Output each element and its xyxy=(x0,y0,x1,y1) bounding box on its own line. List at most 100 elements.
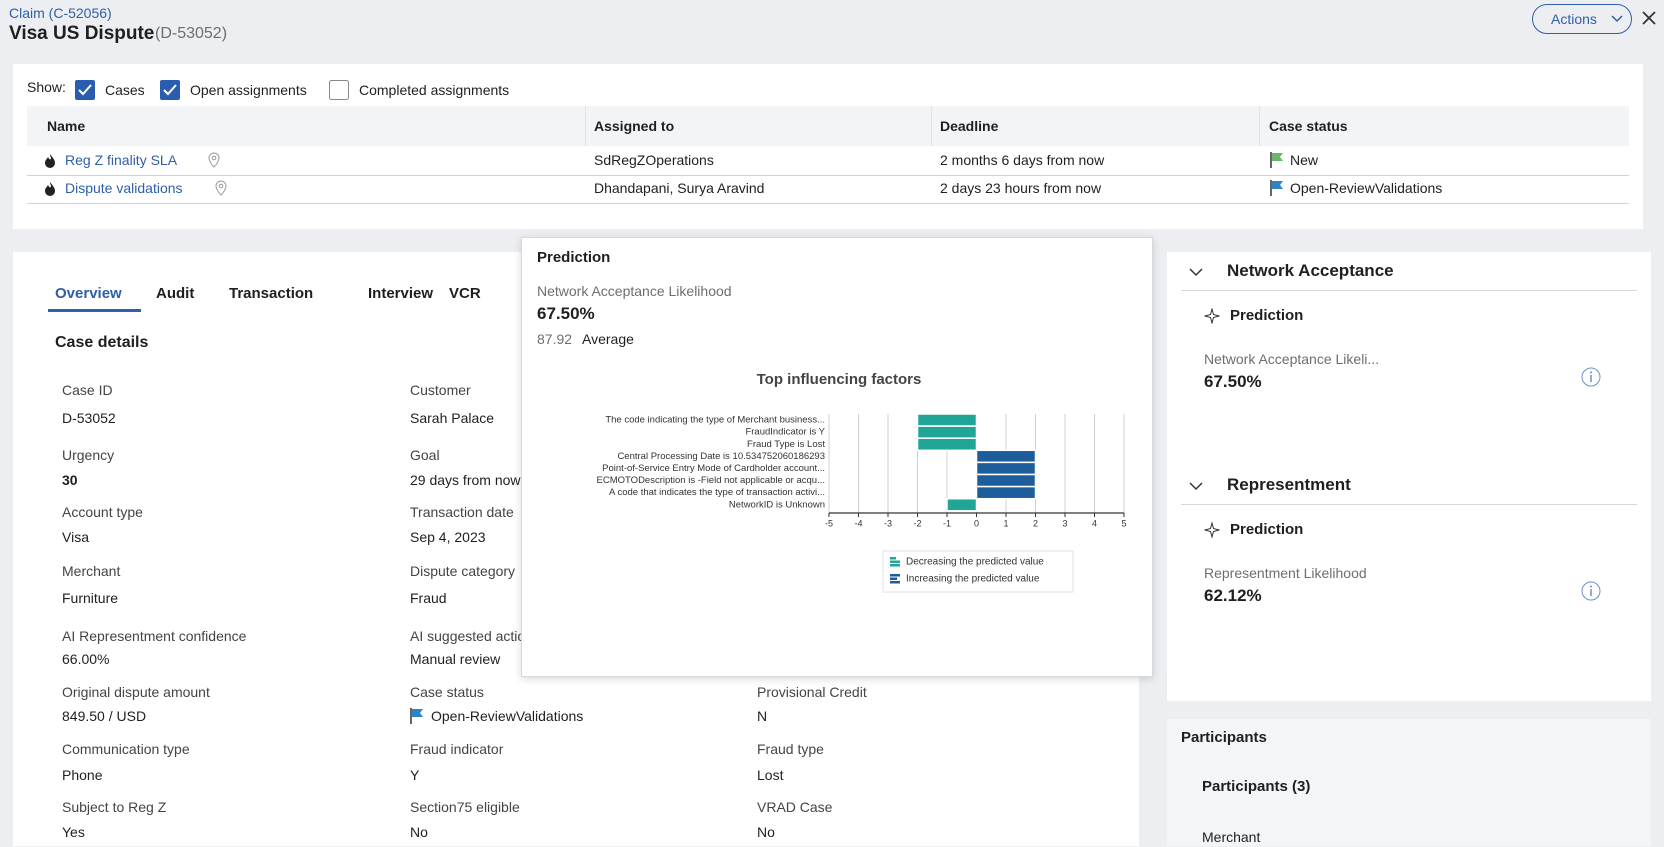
field-label: AI suggested action xyxy=(410,628,533,644)
field-label: Provisional Credit xyxy=(757,684,867,700)
table-header xyxy=(27,106,1629,146)
tab[interactable]: Overview xyxy=(55,285,122,302)
field-value: 30 xyxy=(62,472,78,488)
location-icon xyxy=(208,152,220,168)
predictions-panel: Network Acceptance Prediction Network Acce… xyxy=(1167,252,1651,701)
field-value: 29 days from now xyxy=(410,472,521,488)
y-tick-label: NetworkID is Unknown xyxy=(729,499,825,510)
y-tick-label: Point-of-Service Entry Mode of Cardholde… xyxy=(602,463,825,474)
filter-label[interactable]: Cases xyxy=(105,82,145,98)
info-icon xyxy=(1581,581,1601,601)
x-tick-label: -3 xyxy=(884,518,892,528)
metric-value: 67.50% xyxy=(1204,372,1262,391)
x-tick-label: 2 xyxy=(1033,518,1038,528)
x-tick-label: 1 xyxy=(1003,518,1008,528)
show-label: Show: xyxy=(27,79,66,95)
tab[interactable]: Transaction xyxy=(229,285,314,302)
panel-title: Representment xyxy=(1227,475,1351,494)
participants-title: Participants xyxy=(1181,729,1267,746)
legend-box xyxy=(882,550,1074,593)
field-label: AI Representment confidence xyxy=(62,628,247,644)
legend-swatch xyxy=(890,564,900,567)
y-tick-label: FraudIndicator is Y xyxy=(745,427,825,438)
field-value: Fraud xyxy=(410,590,447,606)
sparkle-icon xyxy=(1204,522,1220,538)
field-label: Transaction date xyxy=(410,504,514,520)
checkbox xyxy=(329,80,349,100)
average-label: Average xyxy=(582,331,634,347)
field-label: Fraud type xyxy=(757,741,824,757)
prediction-label: Prediction xyxy=(1230,521,1304,538)
legend-swatch xyxy=(890,557,896,560)
filter-label[interactable]: Open assignments xyxy=(190,82,307,98)
field-label: Original dispute amount xyxy=(62,684,210,700)
x-tick-label: -5 xyxy=(825,518,833,528)
field-value: No xyxy=(410,824,428,840)
x-tick-label: -2 xyxy=(913,518,921,528)
field-value: Open-ReviewValidations xyxy=(431,708,584,724)
panel-divider xyxy=(1181,290,1637,291)
prediction-popup: Prediction Network Acceptance Likelihood… xyxy=(521,237,1153,677)
field-label: Case ID xyxy=(62,382,113,398)
actions-button[interactable]: Actions xyxy=(1532,4,1632,34)
close-button[interactable] xyxy=(1641,10,1657,26)
field-label: Dispute category xyxy=(410,563,516,579)
legend-swatch xyxy=(890,574,900,577)
prediction-label: Prediction xyxy=(1230,307,1304,324)
row-divider xyxy=(27,175,1629,176)
field-label: Customer xyxy=(410,382,471,398)
field-label: VRAD Case xyxy=(757,799,833,815)
tab[interactable]: VCR xyxy=(449,285,481,302)
field-label: Subject to Reg Z xyxy=(62,799,167,815)
collapse-chevron xyxy=(1189,268,1203,277)
tab-underline xyxy=(48,309,141,312)
legend-swatch xyxy=(890,577,897,580)
y-tick-label: The code indicating the type of Merchant… xyxy=(605,415,825,426)
field-value: 66.00% xyxy=(62,651,110,667)
cell: 2 months 6 days from now xyxy=(940,152,1105,168)
field-value: Sep 4, 2023 xyxy=(410,529,486,545)
average-value: 87.92 xyxy=(537,331,573,347)
column-header: Case status xyxy=(1269,118,1348,134)
tab[interactable]: Interview xyxy=(368,285,434,302)
column-divider xyxy=(931,106,932,146)
x-tick-label: -1 xyxy=(943,518,951,528)
sparkle-icon xyxy=(1204,308,1220,324)
participants-count[interactable]: Participants (3) xyxy=(1202,778,1311,795)
case-status: New xyxy=(1290,152,1319,168)
assignment-link[interactable]: Reg Z finality SLA xyxy=(65,152,178,168)
filter-label[interactable]: Completed assignments xyxy=(359,82,510,98)
y-tick-label: Fraud Type is Lost xyxy=(747,439,825,450)
breadcrumb[interactable]: Claim (C-52056) xyxy=(9,5,112,21)
column-header: Name xyxy=(47,118,86,134)
field-value: Phone xyxy=(62,767,103,783)
bar xyxy=(946,497,978,512)
y-tick-label: Central Processing Date is 10.5347520601… xyxy=(617,451,825,462)
metric-value: 62.12% xyxy=(1204,586,1262,605)
x-tick-label: 0 xyxy=(974,518,979,528)
x-tick-label: 3 xyxy=(1062,518,1067,528)
field-value: Y xyxy=(410,767,420,783)
y-tick-label: ECMOTODescription is -Field not applicab… xyxy=(597,475,825,486)
field-label: Case status xyxy=(410,684,484,700)
column-header: Assigned to xyxy=(594,118,675,134)
legend-swatch xyxy=(890,560,900,563)
legend-label: Increasing the predicted value xyxy=(906,574,1040,585)
bar xyxy=(975,485,1037,500)
cell: Dhandapani, Surya Aravind xyxy=(594,180,765,196)
bar xyxy=(916,413,978,427)
field-value: Sarah Palace xyxy=(410,410,495,426)
chevron xyxy=(1611,15,1623,23)
legend-label: Decreasing the predicted value xyxy=(906,557,1044,568)
field-value: Lost xyxy=(757,767,784,783)
tab[interactable]: Audit xyxy=(156,285,195,302)
popup-value: 67.50% xyxy=(537,304,595,323)
field-label: Urgency xyxy=(62,447,115,463)
info-icon xyxy=(1581,367,1601,387)
factors-chart: Top influencing factors -5 -4 -3 -2 -1 0 1 2 3 4 5… xyxy=(597,371,1127,593)
bar xyxy=(916,425,978,439)
assignment-link[interactable]: Dispute validations xyxy=(65,180,183,196)
field-label: Fraud indicator xyxy=(410,741,504,757)
column-divider xyxy=(1259,106,1260,146)
